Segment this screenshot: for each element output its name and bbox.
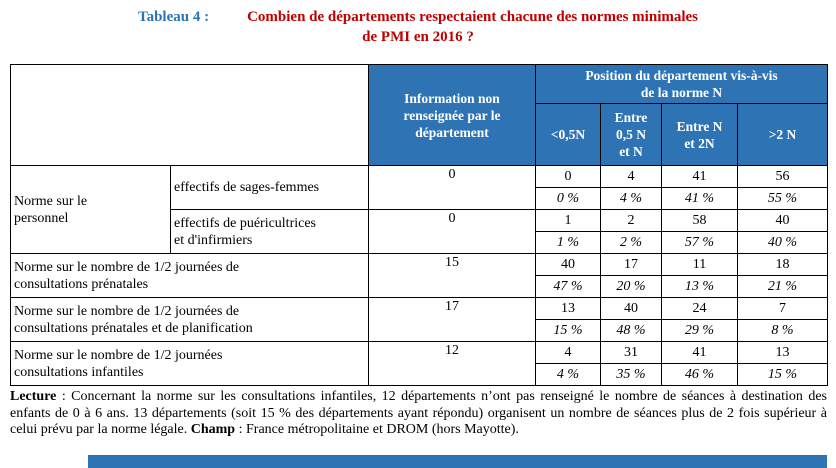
table-question-line1: Combien de départements respectaient cha… — [247, 9, 699, 25]
value-cell: 40 — [737, 209, 828, 232]
value-cell: 58 — [661, 209, 738, 232]
column-header-lt-05n: <0,5N — [535, 103, 601, 166]
pct-cell: 41 % — [661, 187, 738, 210]
value-cell: 18 — [737, 253, 828, 276]
value-cell: 31 — [600, 341, 662, 364]
pct-cell: 57 % — [661, 231, 738, 254]
info-value: 17 — [368, 297, 536, 342]
row-sub-label-sages-femmes: effectifs de sages-femmes — [170, 165, 369, 210]
table-number-label: Tableau 4 : — [137, 9, 210, 25]
value-cell: 41 — [661, 341, 738, 364]
pct-cell: 46 % — [661, 363, 738, 386]
pct-cell: 0 % — [535, 187, 601, 210]
pct-cell: 8 % — [737, 319, 828, 342]
pct-cell: 55 % — [737, 187, 828, 210]
value-cell: 40 — [535, 253, 601, 276]
note-champ-text: : France métropolitaine et DROM (hors Ma… — [235, 422, 519, 437]
pct-cell: 2 % — [600, 231, 662, 254]
value-cell: 13 — [535, 297, 601, 320]
pct-cell: 35 % — [600, 363, 662, 386]
column-header-gt-2n: >2 N — [737, 103, 828, 166]
page-footer-bar — [88, 455, 827, 468]
value-cell: 13 — [737, 341, 828, 364]
row-label-consultations-prenatales: Norme sur le nombre de 1/2 journées de c… — [10, 253, 369, 298]
info-value: 15 — [368, 253, 536, 298]
table-title: Tableau 4 : Combien de départements respe… — [0, 7, 836, 47]
column-header-n-to-2n: Entre N et 2N — [661, 103, 738, 166]
pct-cell: 21 % — [737, 275, 828, 298]
pct-cell: 1 % — [535, 231, 601, 254]
pct-cell: 15 % — [737, 363, 828, 386]
table-note: Lecture : Concernant la norme sur les co… — [10, 389, 827, 439]
pmi-norms-table: Information non renseignée par le départ… — [10, 64, 828, 386]
pct-cell: 40 % — [737, 231, 828, 254]
value-cell: 2 — [600, 209, 662, 232]
value-cell: 4 — [535, 341, 601, 364]
pct-cell: 47 % — [535, 275, 601, 298]
pct-cell: 29 % — [661, 319, 738, 342]
pct-cell: 13 % — [661, 275, 738, 298]
value-cell: 24 — [661, 297, 738, 320]
info-value: 0 — [368, 165, 536, 210]
pct-cell: 20 % — [600, 275, 662, 298]
column-header-info: Information non renseignée par le départ… — [368, 64, 536, 166]
info-value: 0 — [368, 209, 536, 254]
column-header-05n-to-n: Entre 0,5 N et N — [600, 103, 662, 166]
pct-cell: 48 % — [600, 319, 662, 342]
value-cell: 56 — [737, 165, 828, 188]
row-sub-label-puericultrices: effectifs de puéricultrices et d'infirmi… — [170, 209, 369, 254]
info-value: 12 — [368, 341, 536, 386]
note-champ-label: Champ — [190, 422, 236, 437]
table-question-line2: de PMI en 2016 ? — [362, 29, 474, 45]
value-cell: 41 — [661, 165, 738, 188]
value-cell: 0 — [535, 165, 601, 188]
header-empty-cell — [10, 64, 369, 166]
value-cell: 1 — [535, 209, 601, 232]
value-cell: 17 — [600, 253, 662, 276]
value-cell: 11 — [661, 253, 738, 276]
row-group-label-personnel: Norme sur le personnel — [10, 165, 171, 254]
pct-cell: 15 % — [535, 319, 601, 342]
value-cell: 7 — [737, 297, 828, 320]
column-header-position-group: Position du département vis-à-vis de la … — [535, 64, 828, 104]
table-title-line1: Tableau 4 : Combien de départements respe… — [0, 7, 836, 27]
note-lecture-label: Lecture — [10, 389, 57, 404]
row-label-prenatales-planification: Norme sur le nombre de 1/2 journées de c… — [10, 297, 369, 342]
row-label-consultations-infantiles: Norme sur le nombre de 1/2 journées cons… — [10, 341, 369, 386]
value-cell: 4 — [600, 165, 662, 188]
value-cell: 40 — [600, 297, 662, 320]
pct-cell: 4 % — [535, 363, 601, 386]
note-lecture-text: : Concernant la norme sur les consultati… — [10, 389, 827, 437]
pct-cell: 4 % — [600, 187, 662, 210]
